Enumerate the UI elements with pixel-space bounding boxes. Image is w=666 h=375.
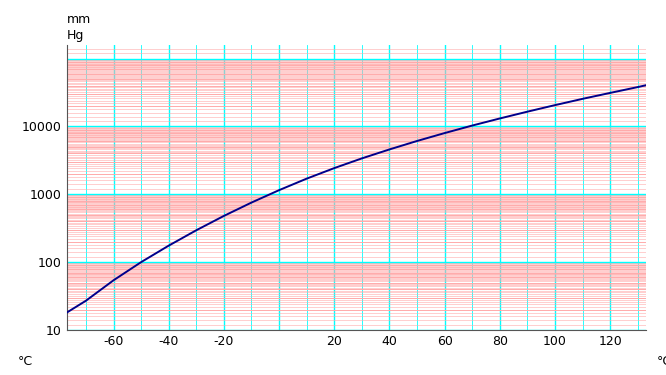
- Text: °C: °C: [657, 355, 666, 368]
- Text: mm: mm: [67, 12, 91, 26]
- Text: Hg: Hg: [67, 29, 84, 42]
- Text: °C: °C: [17, 355, 33, 368]
